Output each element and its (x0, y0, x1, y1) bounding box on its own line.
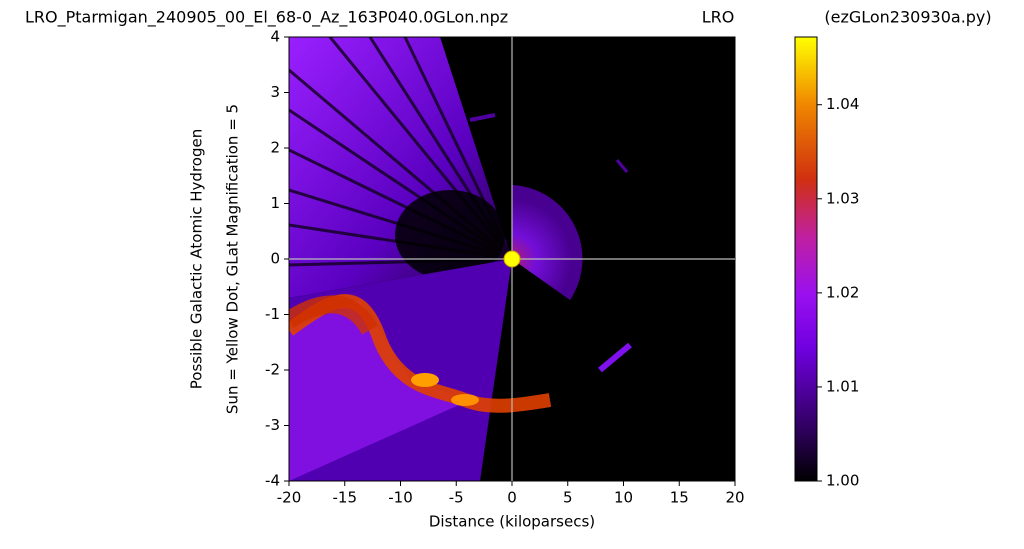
x-tick-label: -5 (449, 489, 464, 507)
colorbar (794, 36, 818, 482)
x-tick-label: 15 (670, 489, 689, 507)
colorbar-tick-label: 1.04 (826, 95, 859, 113)
colorbar-tick-label: 1.01 (826, 377, 859, 395)
annotation: (ezGLon230930a.py) (824, 8, 991, 27)
y-axis-label: Possible Galactic Atomic Hydrogen (188, 129, 206, 389)
colorbar-tick-label: 1.03 (826, 189, 859, 207)
y-tick-label: 3 (270, 83, 280, 101)
x-tick-label: 5 (563, 489, 573, 507)
chart-title: LRO_Ptarmigan_240905_00_El_68-0_Az_163P0… (25, 8, 508, 28)
y-tick-label: -4 (265, 472, 280, 490)
y-axis-label: Sun = Yellow Dot, GLat Magnification = 5 (224, 104, 242, 414)
x-tick-label: -10 (388, 489, 413, 507)
y-tick-label: -1 (265, 305, 280, 323)
y-tick-label: -3 (265, 416, 280, 434)
y-tick-label: 2 (270, 139, 280, 157)
x-tick-label: 20 (725, 489, 744, 507)
y-tick-label: 1 (270, 194, 280, 212)
y-tick-label: -2 (265, 361, 280, 379)
chart-subtitle: LRO (702, 8, 735, 27)
y-tick-label: 4 (270, 28, 280, 46)
x-axis-label: Distance (kiloparsecs) (429, 513, 595, 531)
x-tick-label: -20 (277, 489, 302, 507)
colorbar-tick-label: 1.02 (826, 283, 859, 301)
sun-dot (503, 250, 521, 268)
colorbar-tick-label: 1.00 (826, 472, 859, 490)
x-tick-label: 10 (614, 489, 633, 507)
x-tick-label: 0 (507, 489, 517, 507)
x-tick-label: -15 (333, 489, 358, 507)
y-tick-label: 0 (270, 250, 280, 268)
